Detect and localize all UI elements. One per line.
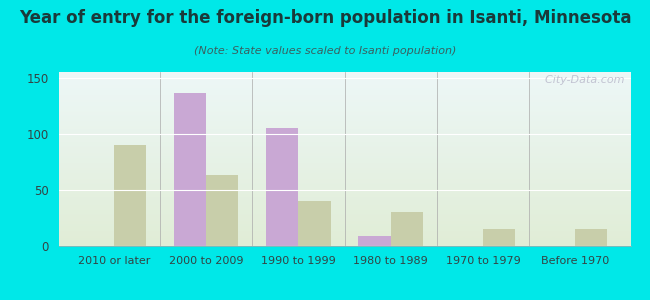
Bar (114, 145, 146, 246)
Text: (Note: State values scaled to Isanti population): (Note: State values scaled to Isanti pop… (194, 46, 456, 56)
Bar (298, 201, 331, 246)
Bar (206, 175, 239, 246)
Bar (358, 236, 391, 246)
Bar (174, 93, 206, 246)
Text: Year of entry for the foreign-born population in Isanti, Minnesota: Year of entry for the foreign-born popul… (19, 9, 631, 27)
Bar (391, 212, 423, 246)
Bar (575, 229, 608, 246)
Bar (483, 229, 515, 246)
Text: City-Data.com: City-Data.com (538, 76, 625, 85)
Bar (266, 128, 298, 246)
